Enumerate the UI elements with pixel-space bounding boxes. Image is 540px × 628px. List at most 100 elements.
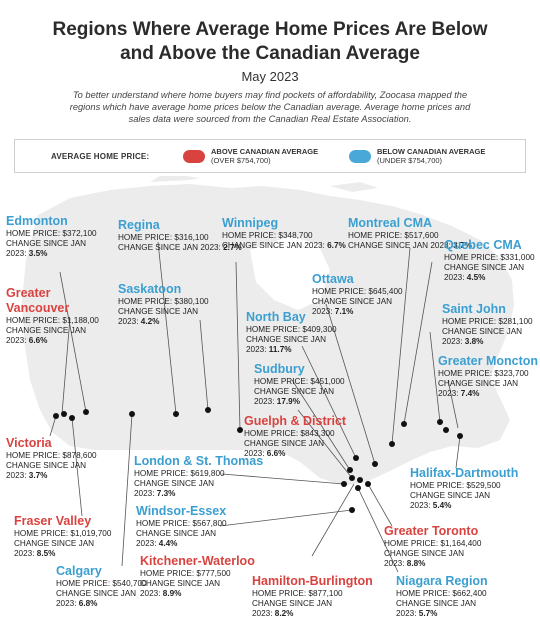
pin-north-bay — [353, 455, 359, 461]
region-change-prefix: 2023: — [252, 609, 275, 618]
region-change-prefix: 2023: — [444, 273, 467, 282]
region-price: HOME PRICE: $662,400 — [396, 589, 487, 598]
pin-london — [341, 481, 347, 487]
region-name: Saskatoon — [118, 282, 182, 296]
region-change-value: 5.4% — [432, 501, 452, 510]
region-halifax-dartmouth: Halifax-Dartmouth HOME PRICE: $529,500 C… — [410, 466, 518, 511]
region-change: 2023: 5.4% — [410, 501, 518, 511]
region-quebec: Quebec CMA HOME PRICE: $331,000 CHANGE S… — [444, 238, 535, 283]
region-name: Halifax-Dartmouth — [410, 466, 519, 480]
region-name: Victoria — [6, 436, 52, 450]
region-windsor-essex: Windsor-Essex HOME PRICE: $567,800 CHANG… — [136, 504, 227, 549]
region-change-value: 4.2% — [140, 317, 160, 326]
legend-label: AVERAGE HOME PRICE: — [51, 152, 150, 161]
region-change-label: CHANGE SINCE JAN — [246, 335, 327, 344]
region-london-st-thomas: London & St. Thomas HOME PRICE: $619,800… — [134, 454, 263, 499]
region-change: 2023: 11.7% — [246, 345, 337, 355]
region-victoria: Victoria HOME PRICE: $878,600 CHANGE SIN… — [6, 436, 97, 481]
region-change-prefix: 2023: — [396, 609, 419, 618]
legend-below-sub: (UNDER $754,700) — [377, 156, 443, 165]
region-change: 2023: 3.8% — [442, 337, 533, 347]
pin-calgary — [129, 411, 135, 417]
region-price: HOME PRICE: $316,100 — [118, 233, 209, 242]
region-change-prefix: 2023: — [136, 539, 159, 548]
region-change-label: CHANGE SINCE JAN — [6, 461, 87, 470]
region-guelph-district: Guelph & District HOME PRICE: $843,300 C… — [244, 414, 346, 459]
pin-moncton — [443, 427, 449, 433]
region-name: North Bay — [246, 310, 306, 324]
region-change-value: 4.5% — [466, 273, 486, 282]
region-name: Sudbury — [254, 362, 305, 376]
region-change-prefix: 2023: — [134, 489, 157, 498]
pin-guelph — [349, 475, 355, 481]
region-change-value: 3.7% — [453, 241, 472, 250]
region-hamilton-burlington: Hamilton-Burlington HOME PRICE: $877,100… — [252, 574, 373, 619]
region-change: 2023: 8.8% — [384, 559, 481, 569]
region-name: Ottawa — [312, 272, 354, 286]
region-name: Saint John — [442, 302, 506, 316]
region-change: 2023: 3.7% — [6, 471, 97, 481]
region-change-label: CHANGE SINCE JAN — [6, 239, 87, 248]
region-name: Montreal CMA — [348, 216, 433, 230]
region-saint-john: Saint John HOME PRICE: $281,100 CHANGE S… — [442, 302, 533, 347]
region-ottawa: Ottawa HOME PRICE: $645,400 CHANGE SINCE… — [312, 272, 403, 317]
title-line-2: and Above the Canadian Average — [120, 43, 420, 64]
legend-below: BELOW CANADIAN AVERAGE (UNDER $754,700) — [377, 147, 485, 165]
region-price: HOME PRICE: $1,019,700 — [14, 529, 112, 538]
region-change-value: 6.6% — [266, 449, 286, 458]
region-change-label: CHANGE SINCE JAN — [444, 263, 525, 272]
region-name: Greater Moncton — [438, 354, 539, 368]
region-price: HOME PRICE: $540,700 — [56, 579, 147, 588]
region-price: HOME PRICE: $619,800 — [134, 469, 225, 478]
region-price: HOME PRICE: $529,500 — [410, 481, 501, 490]
region-name: Quebec CMA — [444, 238, 522, 252]
intro-text: To better understand where home buyers m… — [40, 89, 500, 125]
region-change-label: CHANGE SINCE JAN — [56, 589, 137, 598]
region-change-prefix: CHANGE SINCE JAN 2023: — [348, 241, 454, 250]
region-price: HOME PRICE: $645,400 — [312, 287, 403, 296]
region-change-value: 6.6% — [28, 336, 48, 345]
region-regina: Regina HOME PRICE: $316,100 CHANGE SINCE… — [118, 218, 242, 253]
region-change: CHANGE SINCE JAN 2023: 6.7% — [222, 241, 346, 251]
pin-halifax — [457, 433, 463, 439]
intro-line-3: sales data were sourced from the Canadia… — [128, 114, 412, 124]
region-name: Windsor-Essex — [136, 504, 227, 518]
arctic-island-2 — [330, 182, 378, 192]
region-change-prefix: 2023: — [246, 345, 269, 354]
legend-below-title: BELOW CANADIAN AVERAGE — [377, 147, 486, 156]
region-name: Niagara Region — [396, 574, 488, 588]
region-change-prefix: 2023: — [140, 589, 163, 598]
intro-line-2: regions which have average home prices b… — [69, 102, 471, 112]
region-greater-vancouver: Greater Vancouver HOME PRICE: $1,188,00 C… — [6, 286, 99, 346]
legend: AVERAGE HOME PRICE: ABOVE CANADIAN AVERA… — [14, 139, 526, 173]
region-price: HOME PRICE: $372,100 — [6, 229, 97, 238]
region-change-value: 7.1% — [334, 307, 354, 316]
region-name: Kitchener-Waterloo — [140, 554, 255, 568]
region-change: 2023: 6.8% — [56, 599, 147, 609]
region-change: 2023: 8.5% — [14, 549, 111, 559]
region-change: 2023: 7.3% — [134, 489, 263, 499]
region-saskatoon: Saskatoon HOME PRICE: $380,100 CHANGE SI… — [118, 282, 209, 327]
region-calgary: Calgary HOME PRICE: $540,700 CHANGE SINC… — [56, 564, 147, 609]
region-change-prefix: 2023: — [6, 471, 29, 480]
legend-above: ABOVE CANADIAN AVERAGE (OVER $754,700) — [211, 147, 318, 165]
pin-winnipeg — [237, 427, 243, 433]
region-change-value: 7.4% — [460, 389, 480, 398]
below-average-swatch — [349, 150, 371, 163]
region-change-label: CHANGE SINCE JAN — [442, 327, 523, 336]
pin-toronto — [365, 481, 371, 487]
region-price: HOME PRICE: $878,600 — [6, 451, 97, 460]
region-price: HOME PRICE: $777,500 — [140, 569, 231, 578]
region-change-value: 7.3% — [156, 489, 176, 498]
region-greater-moncton: Greater Moncton HOME PRICE: $323,700 CHA… — [438, 354, 538, 399]
region-change-prefix: 2023: — [6, 336, 29, 345]
region-change-value: 3.7% — [28, 471, 48, 480]
region-change: 2023: 4.4% — [136, 539, 227, 549]
region-name: Guelph & District — [244, 414, 347, 428]
region-change-prefix: CHANGE SINCE JAN 2023: — [118, 243, 224, 252]
region-name: London & St. Thomas — [134, 454, 264, 468]
region-sudbury: Sudbury HOME PRICE: $451,000 CHANGE SINC… — [254, 362, 345, 407]
region-price: HOME PRICE: $451,000 — [254, 377, 345, 386]
pin-quebec — [401, 421, 407, 427]
